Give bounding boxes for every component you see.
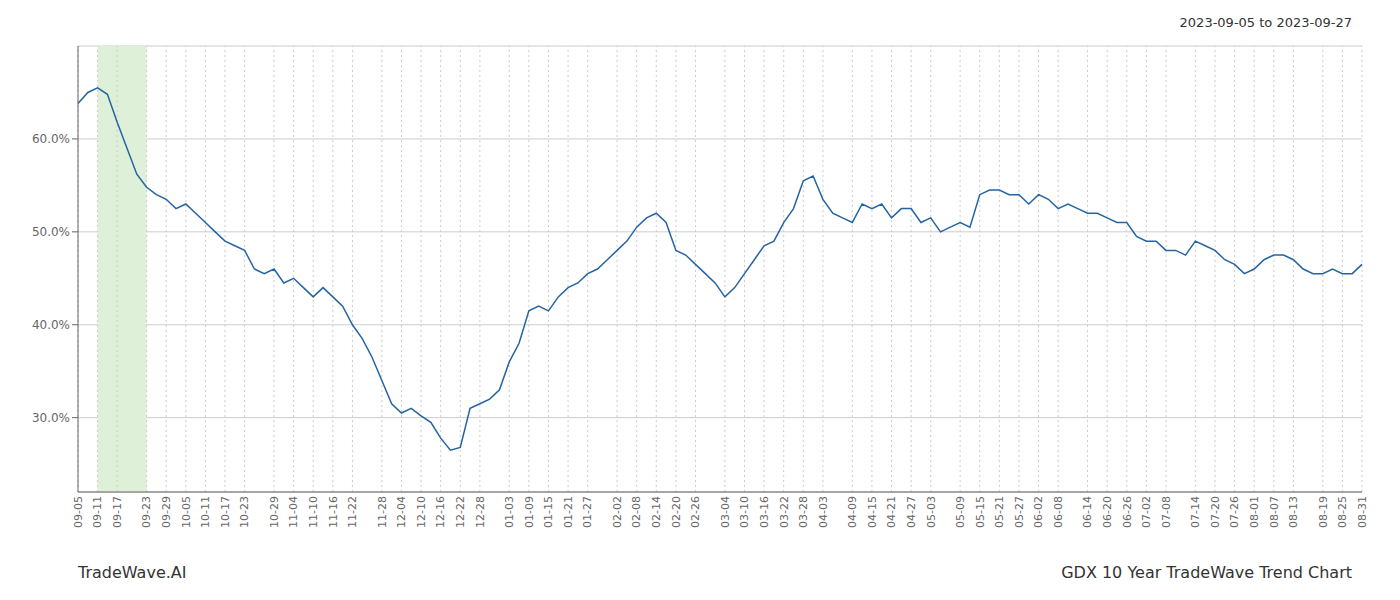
svg-text:07-02: 07-02 [1140, 496, 1153, 528]
svg-text:05-09: 05-09 [954, 496, 967, 528]
svg-text:09-29: 09-29 [160, 496, 173, 528]
svg-text:10-05: 10-05 [180, 496, 193, 528]
svg-text:12-22: 12-22 [454, 496, 467, 528]
svg-text:11-28: 11-28 [376, 496, 389, 528]
html-text:GDX 10 Year TradeWave Trend Ch: GDX 10 Year TradeWave Trend Chart [1061, 562, 1352, 582]
svg-text:11-16: 11-16 [327, 496, 340, 528]
svg-text:03-16: 03-16 [758, 496, 771, 528]
svg-text:01-15: 01-15 [542, 496, 555, 528]
svg-text:08-19: 08-19 [1317, 496, 1330, 528]
svg-text:08-13: 08-13 [1287, 496, 1300, 528]
svg-text:03-10: 03-10 [738, 496, 751, 528]
svg-text:07-26: 07-26 [1228, 496, 1241, 528]
svg-text:11-04: 11-04 [287, 496, 300, 528]
svg-text:60.0%: 60.0% [32, 132, 70, 146]
svg-text:08-31: 08-31 [1356, 496, 1369, 528]
svg-text:09-05: 09-05 [72, 496, 85, 528]
svg-text:03-04: 03-04 [719, 496, 732, 528]
svg-text:04-15: 04-15 [866, 496, 879, 528]
svg-text:12-10: 12-10 [415, 496, 428, 528]
svg-text:07-14: 07-14 [1189, 496, 1202, 528]
svg-text:01-21: 01-21 [562, 496, 575, 528]
svg-text:01-09: 01-09 [523, 496, 536, 528]
svg-text:02-14: 02-14 [650, 496, 663, 528]
svg-text:03-22: 03-22 [778, 496, 791, 528]
svg-text:05-03: 05-03 [925, 496, 938, 528]
svg-text:09-17: 09-17 [111, 496, 124, 528]
svg-text:05-21: 05-21 [993, 496, 1006, 528]
svg-text:09-11: 09-11 [91, 496, 104, 528]
svg-text:10-17: 10-17 [219, 496, 232, 528]
svg-text:07-08: 07-08 [1160, 496, 1173, 528]
svg-text:02-02: 02-02 [611, 496, 624, 528]
svg-text:06-14: 06-14 [1081, 496, 1094, 528]
svg-text:01-03: 01-03 [503, 496, 516, 528]
svg-text:04-09: 04-09 [846, 496, 859, 528]
svg-text:03-28: 03-28 [797, 496, 810, 528]
svg-text:08-25: 08-25 [1336, 496, 1349, 528]
svg-text:04-27: 04-27 [905, 496, 918, 528]
svg-text:02-20: 02-20 [670, 496, 683, 528]
svg-text:02-26: 02-26 [689, 496, 702, 528]
svg-text:01-27: 01-27 [581, 496, 594, 528]
svg-text:06-20: 06-20 [1101, 496, 1114, 528]
svg-text:12-04: 12-04 [395, 496, 408, 528]
html-text:TradeWave.AI: TradeWave.AI [78, 562, 187, 582]
html-text:2023-09-05 to 2023-09-27: 2023-09-05 to 2023-09-27 [1179, 14, 1352, 30]
svg-text:30.0%: 30.0% [32, 411, 70, 425]
svg-text:11-22: 11-22 [346, 496, 359, 528]
svg-text:05-15: 05-15 [974, 496, 987, 528]
svg-text:06-02: 06-02 [1032, 496, 1045, 528]
svg-text:11-10: 11-10 [307, 496, 320, 528]
svg-text:07-20: 07-20 [1209, 496, 1222, 528]
svg-text:05-27: 05-27 [1013, 496, 1026, 528]
svg-text:12-16: 12-16 [434, 496, 447, 528]
svg-text:08-07: 08-07 [1268, 496, 1281, 528]
svg-text:06-08: 06-08 [1052, 496, 1065, 528]
svg-text:40.0%: 40.0% [32, 318, 70, 332]
svg-text:10-23: 10-23 [238, 496, 251, 528]
svg-text:04-03: 04-03 [817, 496, 830, 528]
svg-text:08-01: 08-01 [1248, 496, 1261, 528]
svg-text:02-08: 02-08 [630, 496, 643, 528]
svg-text:12-28: 12-28 [474, 496, 487, 528]
svg-text:50.0%: 50.0% [32, 225, 70, 239]
svg-text:04-21: 04-21 [885, 496, 898, 528]
svg-text:10-29: 10-29 [268, 496, 281, 528]
svg-text:10-11: 10-11 [199, 496, 212, 528]
svg-text:09-23: 09-23 [140, 496, 153, 528]
svg-text:06-26: 06-26 [1121, 496, 1134, 528]
